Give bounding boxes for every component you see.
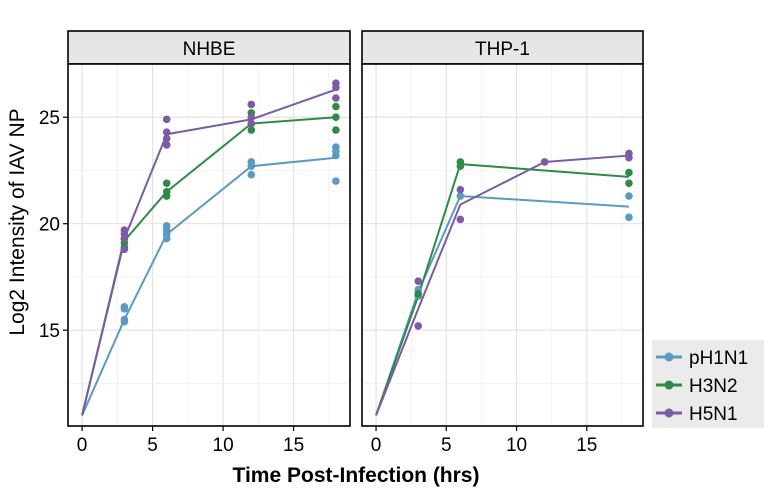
- legend-key-point: [664, 408, 674, 418]
- x-tick-label: 10: [506, 435, 527, 456]
- data-point-h3n2: [332, 102, 340, 111]
- legend-key-point: [664, 352, 674, 362]
- data-point-h5n1: [540, 158, 549, 166]
- plot-area: [362, 64, 643, 426]
- facet-strip: [361, 30, 644, 65]
- x-axis-label: Time Post-Infection (hrs): [233, 464, 480, 487]
- panels-layer: NHBE 0 5 10 15 15 20 25 THP-1 0 5 10 15: [39, 30, 644, 456]
- data-point-h3n2: [162, 187, 171, 196]
- y-tick-label: 25: [39, 108, 60, 129]
- data-point-ph1n1: [625, 192, 633, 200]
- data-point-h5n1: [247, 119, 256, 128]
- legend-label-h3n2: H3N2: [689, 376, 738, 397]
- x-tick-label: 10: [213, 435, 234, 456]
- data-point-ph1n1: [332, 143, 340, 151]
- data-point-h5n1: [414, 322, 423, 330]
- data-point-h3n2: [332, 126, 340, 134]
- panel-border: [67, 63, 351, 427]
- data-point-ph1n1: [247, 158, 256, 166]
- y-axis-label: Log2 Intensity of IAV NP: [6, 108, 29, 335]
- legend-label-ph1n1: pH1N1: [689, 348, 748, 369]
- y-tick-label: 15: [39, 321, 60, 342]
- legend-item-ph1n1: pH1N1: [656, 348, 748, 369]
- data-point-ph1n1: [332, 177, 340, 185]
- data-point-h5n1: [414, 277, 423, 286]
- data-point-h5n1: [247, 100, 256, 109]
- data-point-h5n1: [120, 226, 129, 234]
- plot-area: [68, 64, 350, 426]
- data-point-h3n2: [332, 113, 340, 122]
- data-point-h5n1: [456, 215, 465, 224]
- data-point-h5n1: [162, 128, 171, 136]
- x-tick-label: 0: [77, 435, 88, 456]
- facet-title: THP-1: [475, 39, 530, 60]
- data-point-ph1n1: [456, 192, 465, 200]
- legend-item-h3n2: H3N2: [656, 376, 738, 397]
- data-point-ph1n1: [120, 302, 129, 311]
- y-tick-label: 20: [39, 215, 60, 236]
- data-point-h5n1: [332, 94, 340, 102]
- facet-title: NHBE: [183, 39, 236, 60]
- data-point-h3n2: [247, 126, 256, 134]
- legend-key-point: [664, 380, 674, 390]
- legend-label-h5n1: H5N1: [689, 404, 738, 425]
- facet-strip: [67, 30, 351, 65]
- data-point-h3n2: [456, 158, 465, 166]
- series-line-h5n1: [375, 154, 630, 416]
- series-line-h3n2: [375, 163, 630, 416]
- x-tick-label: 0: [371, 435, 382, 456]
- data-point-h5n1: [332, 79, 340, 87]
- data-point-ph1n1: [162, 222, 171, 230]
- x-tick-label: 5: [441, 435, 452, 456]
- data-point-h5n1: [162, 115, 171, 124]
- data-point-ph1n1: [625, 213, 633, 222]
- x-tick-label: 15: [576, 435, 597, 456]
- data-point-h5n1: [247, 113, 256, 122]
- data-point-h3n2: [625, 179, 633, 188]
- data-point-h5n1: [625, 149, 633, 158]
- data-point-h5n1: [456, 185, 465, 194]
- x-tick-label: 15: [283, 435, 304, 456]
- x-tick-label: 5: [147, 435, 158, 456]
- data-point-ph1n1: [247, 170, 256, 179]
- facet-panel-thp-1: THP-1 0 5 10 15: [361, 30, 644, 456]
- legend-item-h5n1: H5N1: [656, 404, 738, 425]
- panel-border: [361, 63, 644, 427]
- data-point-h3n2: [625, 168, 633, 177]
- facet-panel-nhbe: NHBE 0 5 10 15 15 20 25: [39, 30, 351, 456]
- data-point-h5n1: [120, 245, 129, 254]
- data-point-ph1n1: [120, 315, 129, 324]
- data-point-h5n1: [162, 134, 171, 143]
- data-point-h3n2: [162, 179, 171, 188]
- data-point-h5n1: [162, 141, 171, 149]
- legend: pH1N1 H3N2 H5N1: [652, 340, 764, 428]
- data-point-h3n2: [414, 290, 423, 298]
